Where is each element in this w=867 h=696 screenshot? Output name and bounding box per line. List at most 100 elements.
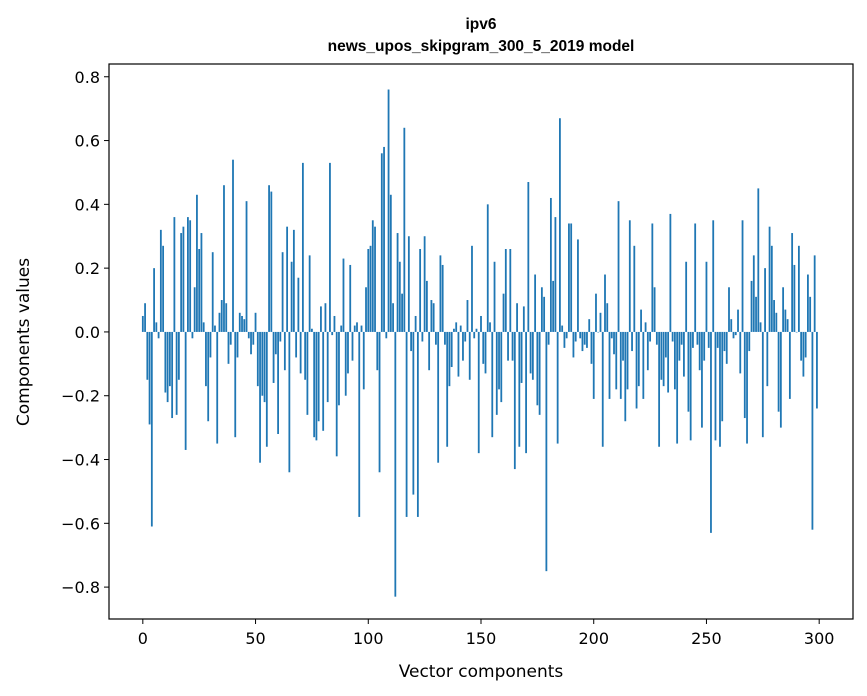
bar-254 <box>714 331 717 441</box>
bar-260 <box>728 287 730 332</box>
bar-89 <box>342 258 345 332</box>
bar-77 <box>315 331 318 441</box>
bar-73 <box>306 331 309 415</box>
bar-61 <box>279 331 282 342</box>
bar-178 <box>543 296 546 332</box>
bar-204 <box>601 331 604 447</box>
bar-1 <box>144 303 146 332</box>
bar-57 <box>270 191 273 332</box>
y-axis-ticks: −0.8 −0.6 −0.4 −0.2 0.0 0.2 0.4 0.6 0.8 <box>61 68 109 597</box>
bar-187 <box>563 331 566 348</box>
bar-111 <box>392 303 394 332</box>
bar-134 <box>444 331 446 345</box>
bar-274 <box>759 322 762 332</box>
bar-206 <box>606 303 609 332</box>
bar-82 <box>326 331 329 403</box>
bar-221 <box>640 309 642 332</box>
bar-299 <box>816 331 818 409</box>
bar-205 <box>604 274 606 332</box>
bar-100 <box>367 249 370 332</box>
bar-284 <box>782 287 785 332</box>
bar-209 <box>613 331 615 355</box>
bar-137 <box>450 331 453 368</box>
bar-21 <box>189 220 192 332</box>
bar-121 <box>414 315 417 332</box>
y-tick-label: −0.2 <box>61 387 100 406</box>
bar-168 <box>520 331 523 383</box>
bar-114 <box>398 261 401 332</box>
bar-35 <box>220 300 223 332</box>
bar-85 <box>333 315 336 332</box>
bar-226 <box>651 223 654 332</box>
bar-125 <box>423 236 426 332</box>
bar-182 <box>552 280 555 332</box>
bar-117 <box>405 331 408 517</box>
bar-91 <box>347 331 349 374</box>
bar-93 <box>351 331 354 361</box>
bar-87 <box>338 331 340 406</box>
bar-267 <box>743 331 746 419</box>
bar-140 <box>457 331 460 377</box>
bar-196 <box>583 331 586 345</box>
bar-211 <box>617 201 620 332</box>
bar-86 <box>335 331 338 457</box>
y-tick-label: −0.4 <box>61 451 100 470</box>
bar-31 <box>211 252 214 332</box>
bar-96 <box>358 331 361 517</box>
bar-156 <box>493 261 496 332</box>
bar-237 <box>676 331 679 444</box>
bar-39 <box>229 331 232 345</box>
bar-210 <box>615 331 618 390</box>
bar-239 <box>680 331 683 345</box>
bar-119 <box>410 331 413 352</box>
bar-55 <box>265 331 268 447</box>
bar-271 <box>752 255 755 332</box>
bar-293 <box>802 331 805 377</box>
bar-69 <box>297 277 300 332</box>
bar-106 <box>380 153 383 332</box>
bar-12 <box>168 331 171 387</box>
bars-group <box>141 89 818 597</box>
bar-150 <box>480 315 482 332</box>
bar-88 <box>340 325 343 332</box>
bar-58 <box>272 331 275 383</box>
bar-242 <box>687 331 690 412</box>
bar-59 <box>274 331 277 355</box>
bar-42 <box>236 331 239 358</box>
bar-228 <box>655 331 658 345</box>
bar-151 <box>482 331 485 364</box>
bar-251 <box>707 331 710 348</box>
x-tick-label: 0 <box>138 629 148 648</box>
bar-108 <box>385 331 388 339</box>
bar-129 <box>432 303 435 332</box>
bar-109 <box>387 89 390 332</box>
bar-177 <box>540 287 543 332</box>
bar-71 <box>301 162 304 332</box>
bar-94 <box>353 325 356 332</box>
bar-236 <box>673 331 676 390</box>
bar-238 <box>678 331 681 361</box>
bar-217 <box>631 331 633 352</box>
bar-25 <box>198 249 201 332</box>
bar-98 <box>362 331 365 390</box>
y-tick-label: 0.0 <box>75 323 100 342</box>
x-tick-label: 50 <box>245 629 265 648</box>
bar-253 <box>712 220 715 332</box>
bar-197 <box>586 331 588 348</box>
bar-37 <box>225 303 228 332</box>
bar-287 <box>788 331 791 399</box>
bar-14 <box>173 217 176 332</box>
bar-49 <box>252 331 255 345</box>
bar-67 <box>292 229 295 332</box>
bar-261 <box>730 319 733 332</box>
bar-269 <box>748 331 751 352</box>
bar-166 <box>516 303 518 332</box>
bar-183 <box>554 217 557 332</box>
bar-193 <box>577 239 579 332</box>
bar-170 <box>525 331 527 454</box>
bar-107 <box>383 146 385 332</box>
y-tick-label: 0.8 <box>75 68 100 87</box>
bar-145 <box>468 331 471 380</box>
bar-146 <box>471 245 473 332</box>
